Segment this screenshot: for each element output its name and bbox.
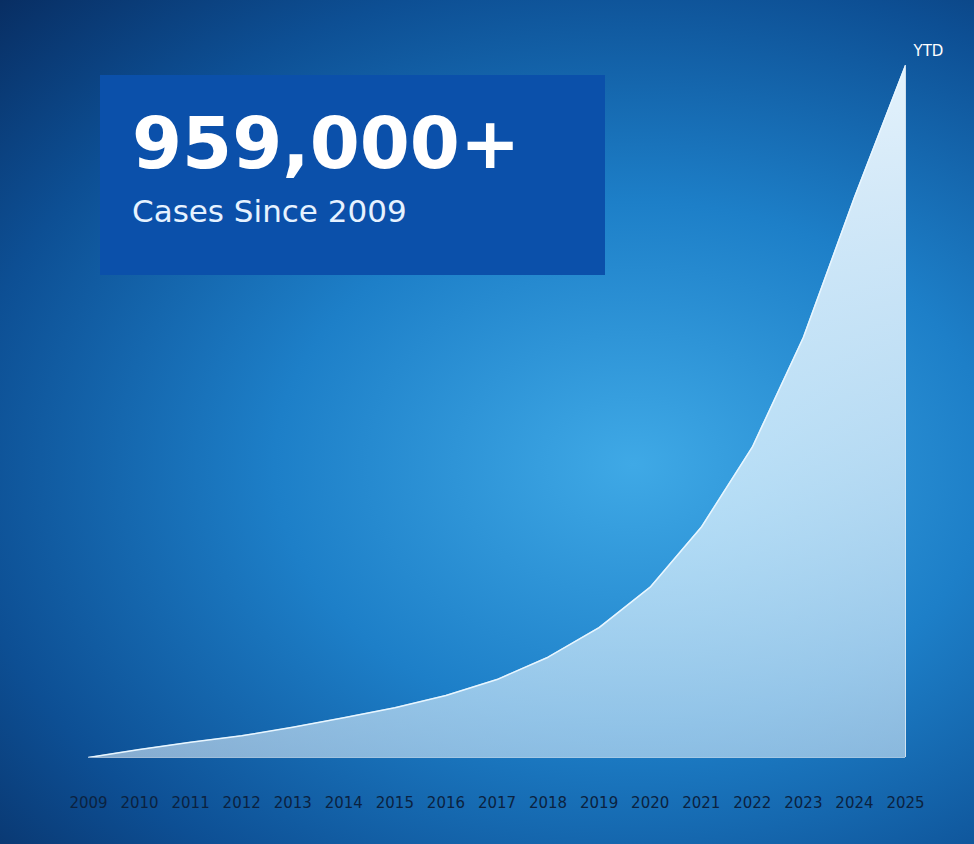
svg-text:2009: 2009 bbox=[69, 794, 107, 812]
svg-text:2023: 2023 bbox=[784, 794, 822, 812]
svg-text:2025: 2025 bbox=[886, 794, 924, 812]
svg-text:YTD: YTD bbox=[913, 42, 944, 60]
svg-text:2014: 2014 bbox=[325, 794, 363, 812]
svg-text:2019: 2019 bbox=[580, 794, 618, 812]
svg-text:2021: 2021 bbox=[682, 794, 720, 812]
svg-text:2015: 2015 bbox=[376, 794, 414, 812]
svg-text:2024: 2024 bbox=[835, 794, 873, 812]
svg-text:2016: 2016 bbox=[427, 794, 465, 812]
svg-text:2017: 2017 bbox=[478, 794, 516, 812]
svg-text:2012: 2012 bbox=[223, 794, 261, 812]
svg-text:2020: 2020 bbox=[631, 794, 669, 812]
svg-text:2018: 2018 bbox=[529, 794, 567, 812]
svg-text:2013: 2013 bbox=[274, 794, 312, 812]
svg-text:2010: 2010 bbox=[120, 794, 158, 812]
svg-text:2022: 2022 bbox=[733, 794, 771, 812]
html-text:959,000+: 959,000+ bbox=[132, 101, 521, 185]
html-text:Cases Since 2009: Cases Since 2009 bbox=[132, 193, 407, 229]
svg-text:2011: 2011 bbox=[172, 794, 210, 812]
